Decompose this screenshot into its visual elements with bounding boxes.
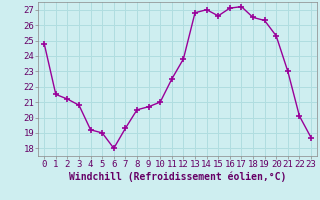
- X-axis label: Windchill (Refroidissement éolien,°C): Windchill (Refroidissement éolien,°C): [69, 172, 286, 182]
